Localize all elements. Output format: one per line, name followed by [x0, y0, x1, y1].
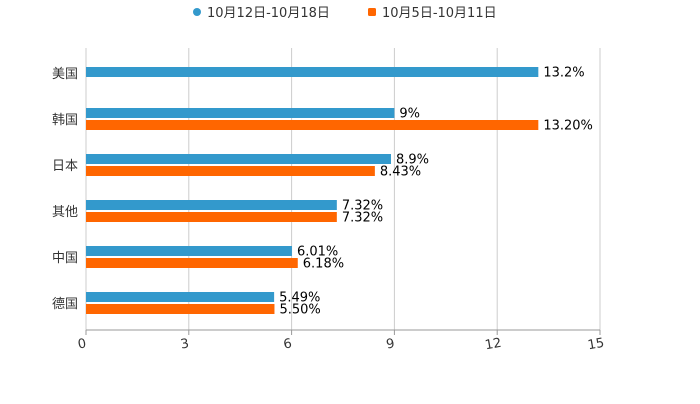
grid-lines: [85, 48, 601, 330]
bar-series-1[interactable]: [86, 292, 275, 302]
bar-series-2[interactable]: [86, 258, 298, 268]
category-label: 美国: [52, 67, 78, 82]
bar-series-2[interactable]: [86, 212, 337, 222]
legend-marker-series-1: [193, 8, 201, 16]
data-label: 9%: [399, 107, 420, 122]
x-axis: 0 3 6 9 12 15: [77, 329, 606, 354]
bar-series-1[interactable]: [86, 67, 539, 77]
data-label: 13.20%: [543, 119, 593, 134]
bar-series-2[interactable]: [86, 120, 539, 130]
category-label: 日本: [52, 159, 78, 174]
bars: 13.2% 9% 13.20% 8.9%8.43% 7.32%7.32% 6.01%6.1…: [86, 66, 593, 318]
category-label: 其他: [52, 205, 78, 220]
bar-series-1[interactable]: [86, 246, 292, 256]
data-label: 5.50%: [279, 303, 320, 318]
legend-label-series-2: 10月5日-10月11日: [382, 6, 497, 21]
data-label: 7.32%: [342, 211, 383, 226]
x-tick-label: 0: [77, 336, 88, 352]
x-tick-label: 12: [484, 336, 503, 354]
bar-series-1[interactable]: [86, 200, 337, 210]
legend-marker-series-2: [368, 8, 376, 16]
bar-series-2[interactable]: [86, 166, 375, 176]
data-label: 5.49%: [279, 291, 320, 306]
data-label: 8.9%: [396, 153, 429, 168]
data-label: 7.32%: [342, 199, 383, 214]
category-label: 中国: [52, 251, 78, 266]
legend-label-series-1: 10月12日-10月18日: [207, 6, 330, 21]
x-tick-label: 3: [180, 336, 191, 352]
bar-series-1[interactable]: [86, 108, 395, 118]
x-tick-label: 6: [282, 336, 293, 352]
data-label: 6.18%: [303, 257, 344, 272]
category-label: 德国: [52, 297, 78, 312]
data-label: 13.2%: [543, 66, 584, 81]
x-tick-label: 15: [587, 336, 606, 354]
bar-series-1[interactable]: [86, 154, 391, 164]
legend: 10月12日-10月18日 10月5日-10月11日: [193, 6, 497, 21]
data-label: 8.43%: [380, 165, 421, 180]
category-label: 韩国: [52, 113, 78, 128]
x-tick-label: 9: [385, 336, 396, 352]
data-label: 6.01%: [297, 245, 338, 260]
bar-series-2[interactable]: [86, 304, 275, 314]
